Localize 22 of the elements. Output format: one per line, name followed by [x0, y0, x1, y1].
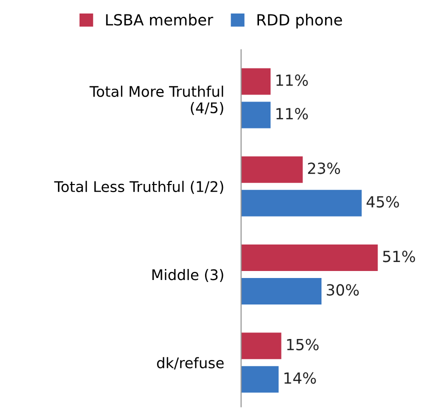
y-tick-label: Total Less Truthful (1/2)	[54, 180, 224, 194]
bar	[241, 68, 271, 95]
data-label: 15%	[287, 338, 319, 350]
data-label: 14%	[284, 372, 316, 384]
data-label: 11%	[276, 108, 308, 120]
y-tick-label: dk/refuse	[157, 357, 224, 370]
bar	[241, 190, 362, 216]
data-label: 23%	[308, 162, 340, 174]
y-tick-label: Total More Truthful (4/5)	[90, 86, 224, 116]
bar	[241, 278, 322, 304]
legend-label: RDD phone	[257, 14, 342, 29]
data-label: 45%	[366, 196, 399, 208]
bar	[241, 102, 271, 128]
data-label: 30%	[326, 284, 359, 296]
bar	[241, 366, 279, 393]
y-tick-label: Middle (3)	[152, 268, 224, 282]
legend-label: LSBA member	[106, 14, 214, 26]
data-label: 51%	[383, 250, 416, 262]
bar	[241, 244, 378, 271]
bar	[241, 332, 282, 360]
data-label: 11%	[276, 74, 308, 86]
bar	[241, 156, 303, 183]
